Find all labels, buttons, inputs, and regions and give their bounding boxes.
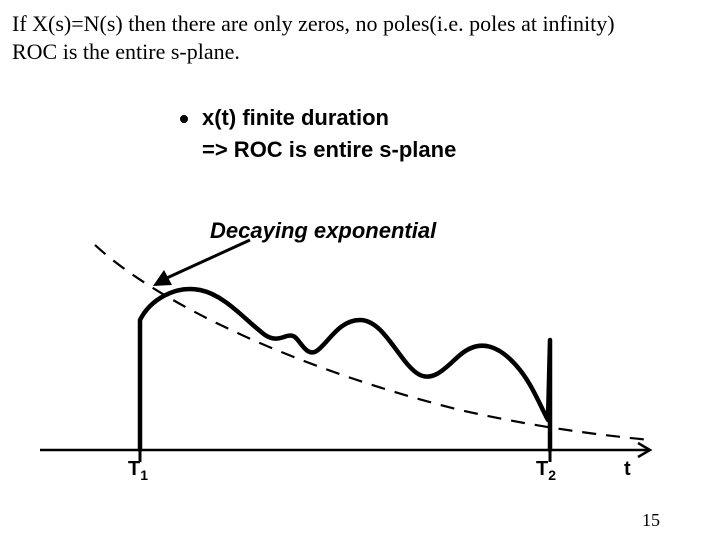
page-number: 15 <box>642 510 660 531</box>
t-axis-label: t <box>624 458 631 481</box>
t1-label: T1 <box>128 458 148 483</box>
bullet-line-2: => ROC is entire s-plane <box>202 137 456 163</box>
decay-arrow-line <box>158 240 250 282</box>
signal-curve <box>140 289 550 450</box>
bullet-block: x(t) finite duration => ROC is entire s-… <box>180 105 456 163</box>
t1-label-main: T <box>128 458 140 480</box>
bullet-line-1: x(t) finite duration <box>180 105 456 131</box>
bullet-dot-icon <box>180 115 188 123</box>
t2-label: T2 <box>536 458 556 483</box>
t2-label-sub: 2 <box>548 467 556 483</box>
header-line-1: If X(s)=N(s) then there are only zeros, … <box>12 10 615 38</box>
signal-plot <box>40 170 660 480</box>
t1-label-sub: 1 <box>140 467 148 483</box>
bullet-text-1: x(t) finite duration <box>202 105 389 130</box>
page-header: If X(s)=N(s) then there are only zeros, … <box>12 10 615 65</box>
header-line-2: ROC is the entire s-plane. <box>12 38 615 66</box>
t2-label-main: T <box>536 458 548 480</box>
